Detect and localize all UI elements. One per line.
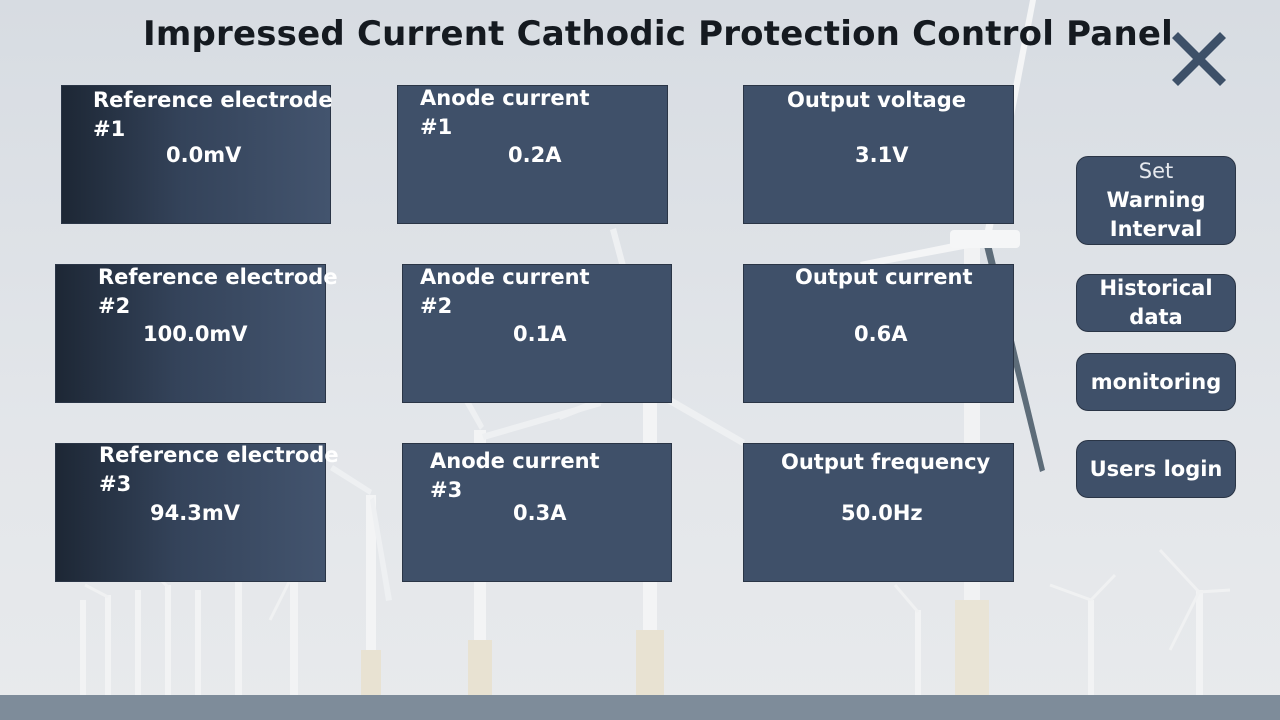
button-label-line: Historical [1099, 276, 1213, 300]
reference-electrode-1-panel: Reference electrode #1 0.0mV [61, 85, 333, 224]
output-frequency-value: 50.0Hz [841, 501, 923, 525]
anode-current-1-panel: Anode current #1 0.2A [397, 85, 668, 224]
button-label-line: Set [1138, 159, 1174, 183]
reference-electrode-2-panel: Reference electrode #2 100.0mV [55, 264, 338, 403]
button-label: Users login [1089, 456, 1223, 481]
output-voltage-panel: Output voltage 3.1V [743, 85, 1014, 224]
close-icon[interactable] [1170, 28, 1228, 88]
output-voltage-value: 3.1V [855, 143, 909, 167]
panel-label: Reference electrode #1 [93, 88, 333, 141]
output-current-panel: Output current 0.6A [743, 264, 1014, 403]
panel-label: Anode current #1 [420, 86, 590, 139]
distant-turbines [80, 570, 1203, 695]
button-label-line: data [1129, 305, 1183, 329]
panel-label: Output current [795, 265, 973, 289]
anode-current-2-panel: Anode current #2 0.1A [402, 264, 672, 403]
reference-electrode-3-panel: Reference electrode #3 94.3mV [55, 443, 339, 582]
anode-current-1-value: 0.2A [508, 143, 562, 167]
users-login-button[interactable]: Users login [1076, 440, 1236, 498]
panel-label: Output frequency [781, 450, 991, 474]
reference-electrode-2-value: 100.0mV [143, 322, 248, 346]
output-current-value: 0.6A [854, 322, 908, 346]
button-label: monitoring [1090, 369, 1222, 394]
turbine-left [330, 465, 392, 695]
output-frequency-panel: Output frequency 50.0Hz [743, 443, 1014, 582]
reference-electrode-3-value: 94.3mV [150, 501, 240, 525]
anode-current-2-value: 0.1A [513, 322, 567, 346]
monitoring-button[interactable]: monitoring [1076, 353, 1236, 411]
historical-data-button[interactable]: Historical data [1076, 274, 1236, 332]
panel-label: Output voltage [787, 88, 966, 112]
anode-current-3-panel: Anode current #3 0.3A [402, 443, 672, 582]
button-label-line: Interval [1109, 217, 1203, 241]
reference-electrode-1-value: 0.0mV [166, 143, 242, 167]
panel-label: Anode current #3 [430, 449, 600, 502]
page-title: Impressed Current Cathodic Protection Co… [143, 14, 1173, 54]
set-warning-interval-button[interactable]: Set Warning Interval [1076, 156, 1236, 245]
panel-label: Anode current #2 [420, 265, 590, 318]
panel-label: Reference electrode #3 [99, 443, 339, 496]
button-label-line: Warning [1106, 188, 1206, 212]
anode-current-3-value: 0.3A [513, 501, 567, 525]
panel-label: Reference electrode #2 [98, 265, 338, 318]
